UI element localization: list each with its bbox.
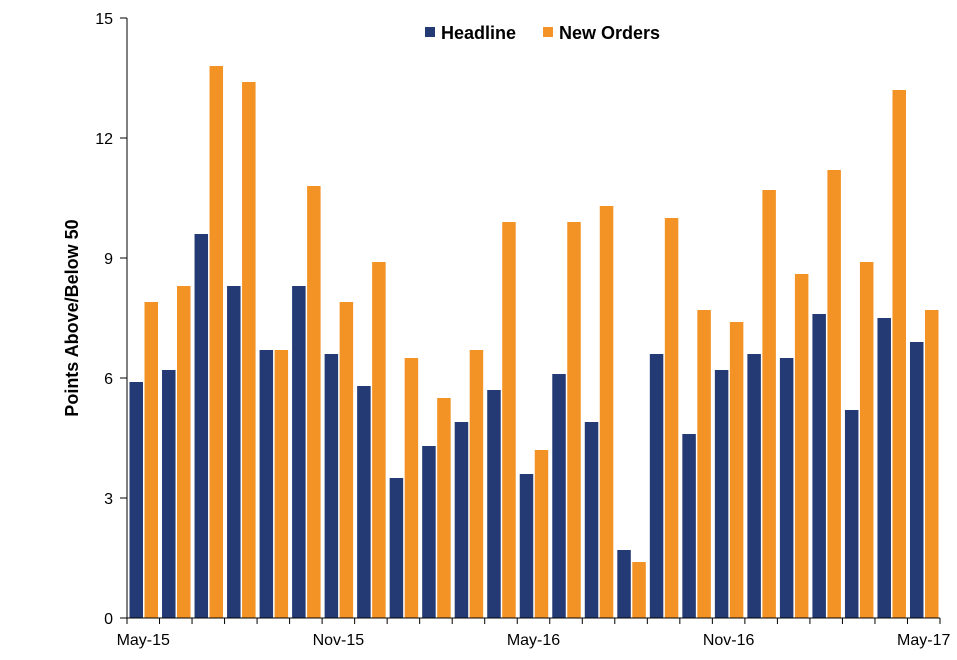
bar-new-orders-mar-17 — [859, 262, 874, 618]
bar-new-orders-jul-15 — [209, 66, 224, 618]
bar-new-orders-jun-16 — [567, 222, 581, 618]
bar-new-orders-nov-16 — [729, 322, 744, 618]
bar-new-orders-oct-15 — [307, 186, 321, 618]
bar-headline-jun-15 — [162, 370, 176, 618]
legend-label-headline: Headline — [441, 23, 516, 43]
bar-headline-oct-16 — [682, 434, 696, 618]
bar-headline-dec-16 — [747, 354, 761, 618]
bar-new-orders-aug-15 — [242, 82, 256, 618]
bar-headline-may-16 — [519, 474, 534, 618]
bar-headline-apr-16 — [487, 390, 501, 618]
y-tick-label: 0 — [104, 611, 113, 628]
bar-headline-apr-17 — [877, 318, 891, 618]
bar-new-orders-jan-17 — [794, 274, 809, 618]
y-tick-label: 9 — [104, 251, 113, 268]
bar-new-orders-jan-16 — [404, 358, 419, 618]
bar-headline-jul-15 — [194, 234, 209, 618]
bar-headline-aug-16 — [617, 550, 631, 618]
bar-new-orders-feb-17 — [827, 170, 841, 618]
x-tick-label: May-15 — [117, 632, 170, 649]
bar-headline-may-17 — [909, 342, 924, 618]
bar-headline-nov-16 — [714, 370, 729, 618]
bar-headline-jul-16 — [584, 422, 599, 618]
bar-new-orders-feb-16 — [437, 398, 451, 618]
bar-headline-jan-17 — [779, 358, 794, 618]
legend-swatch-headline — [425, 27, 435, 37]
legend-swatch-new-orders — [543, 27, 553, 37]
bar-new-orders-may-16 — [534, 450, 549, 618]
bar-headline-jan-16 — [389, 478, 404, 618]
bar-headline-may-15 — [129, 382, 143, 618]
bar-headline-jun-16 — [552, 374, 566, 618]
x-tick-label: Nov-15 — [313, 632, 365, 649]
axes-group: 0 3 6 9 12 15 May-15 Nov-15 May-16 Nov-16 May-17 — [95, 11, 950, 649]
x-tick-label: Nov-16 — [703, 632, 755, 649]
bar-new-orders-sep-15 — [274, 350, 289, 618]
bar-headline-sep-16 — [649, 354, 664, 618]
bar-new-orders-aug-16 — [632, 562, 646, 618]
bar-headline-feb-16 — [422, 446, 436, 618]
y-axis-title: Points Above/Below 50 — [62, 219, 82, 416]
y-tick-label: 6 — [104, 371, 113, 388]
bar-new-orders-apr-17 — [892, 90, 906, 618]
bar-headline-mar-17 — [844, 410, 859, 618]
bar-headline-feb-17 — [812, 314, 826, 618]
bar-new-orders-dec-15 — [372, 262, 386, 618]
bar-new-orders-oct-16 — [697, 310, 711, 618]
bar-new-orders-sep-16 — [664, 218, 679, 618]
bar-headline-nov-15 — [324, 354, 339, 618]
legend-label-new-orders: New Orders — [559, 23, 660, 43]
bar-new-orders-may-15 — [144, 302, 158, 618]
bar-new-orders-dec-16 — [762, 190, 776, 618]
bars-group — [129, 66, 939, 618]
bar-headline-dec-15 — [357, 386, 371, 618]
x-tick-label: May-16 — [507, 632, 560, 649]
y-tick-label: 3 — [104, 491, 113, 508]
bar-new-orders-may-17 — [924, 310, 939, 618]
bar-headline-mar-16 — [454, 422, 469, 618]
y-tick-label: 15 — [95, 11, 113, 28]
x-tick-label: May-17 — [897, 632, 950, 649]
legend: Headline New Orders — [425, 23, 660, 43]
bar-new-orders-nov-15 — [339, 302, 354, 618]
bar-headline-aug-15 — [227, 286, 241, 618]
bar-new-orders-apr-16 — [502, 222, 516, 618]
y-tick-label: 12 — [95, 131, 113, 148]
bar-headline-oct-15 — [292, 286, 306, 618]
bar-new-orders-jun-15 — [177, 286, 191, 618]
bar-headline-sep-15 — [259, 350, 274, 618]
bar-new-orders-jul-16 — [599, 206, 614, 618]
bar-new-orders-mar-16 — [469, 350, 484, 618]
